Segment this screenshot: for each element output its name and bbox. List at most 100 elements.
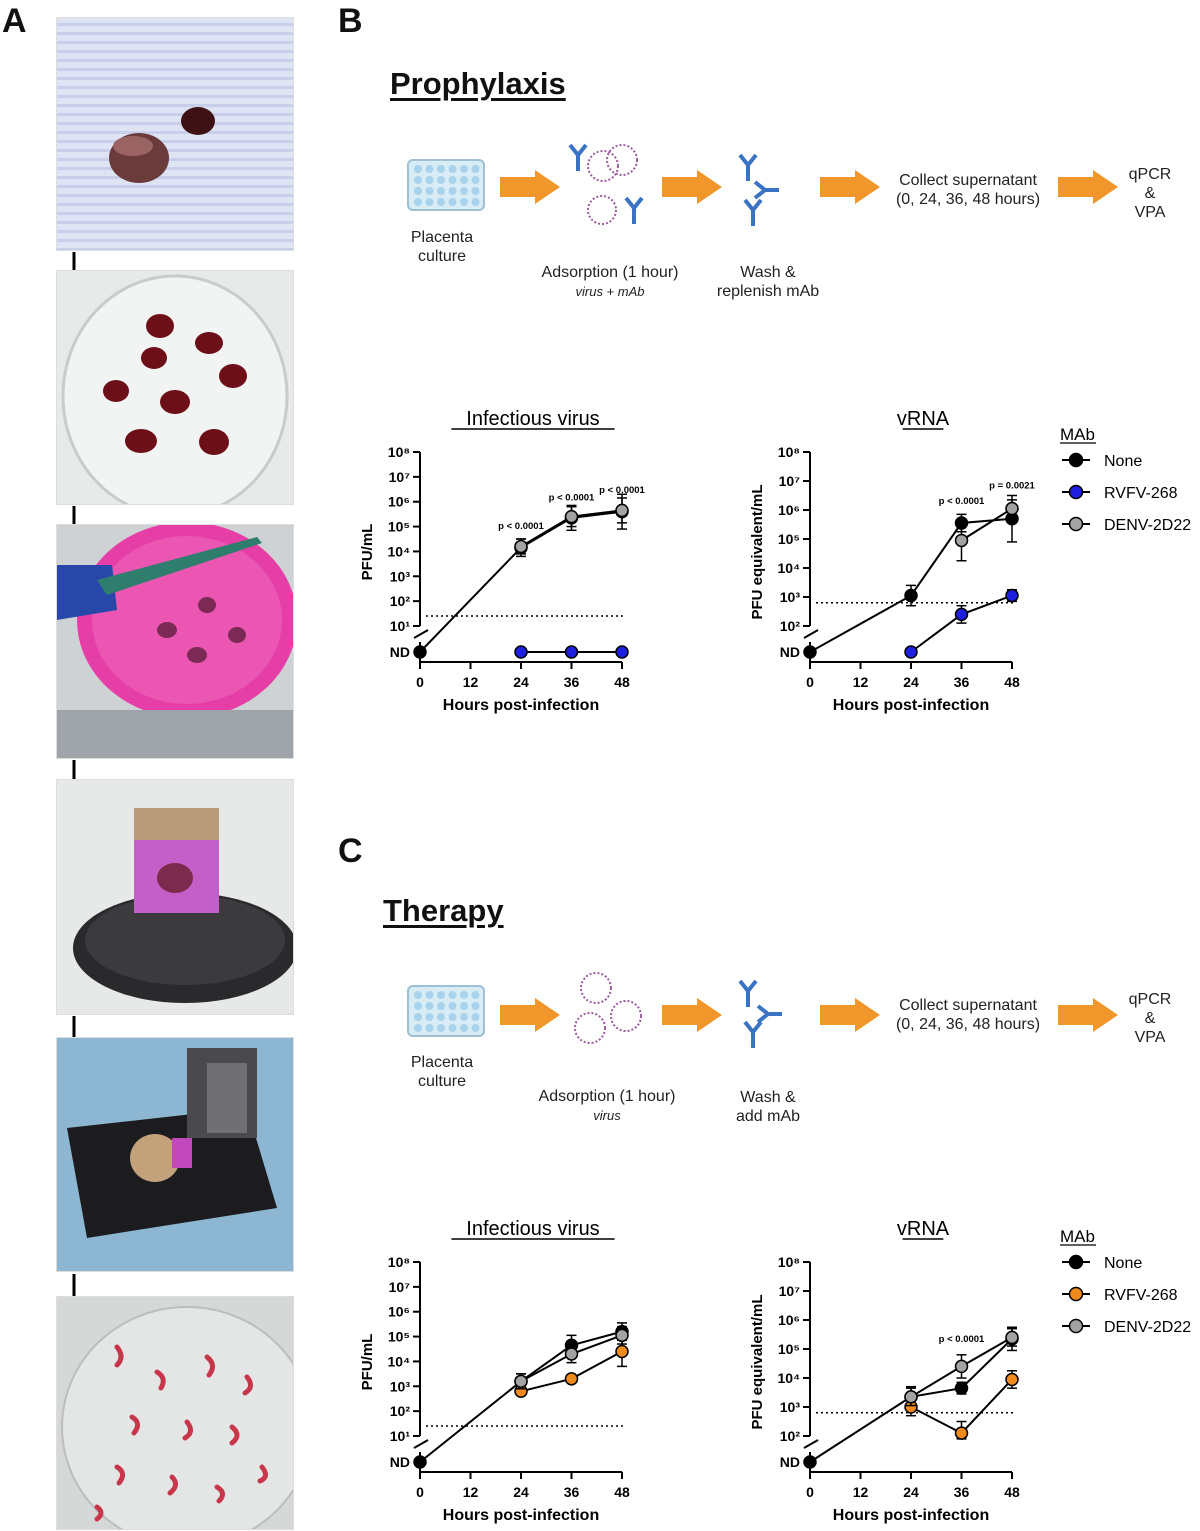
nd-tick-label: ND xyxy=(390,1454,410,1470)
chart-prophylaxis-vrna: vRNA 10² 10³ 10⁴ 10⁵ 10⁶ 10⁷ 10⁸ ND 0 12 24 36 48 Hour… xyxy=(749,408,1036,714)
y-tick-label: 10² xyxy=(780,1428,801,1444)
plate-well xyxy=(460,165,468,173)
photo-3 xyxy=(56,524,294,759)
plate-well xyxy=(414,991,422,999)
plate-well xyxy=(448,991,457,999)
photo-5 xyxy=(56,1037,294,1272)
plate-well xyxy=(448,1013,457,1021)
x-axis-label: Hours post-infection xyxy=(833,1507,989,1524)
panel-label-c: C xyxy=(338,832,363,870)
y-tick-label: 10⁴ xyxy=(388,543,411,559)
y-tick-label: 10⁷ xyxy=(779,473,801,489)
workflow-arrow-icon xyxy=(662,998,722,1032)
axis-break-mark xyxy=(803,1439,819,1449)
workflow-arrow-icon xyxy=(500,998,560,1032)
plate-well xyxy=(437,1002,445,1010)
workflow-step-culture: Placenta culture xyxy=(410,1054,474,1090)
legend-label: RVFV-268 xyxy=(1104,485,1178,502)
agarose-embedding-photo-icon xyxy=(57,525,293,758)
y-tick-label: 10⁷ xyxy=(779,1283,801,1299)
chart-title: vRNA xyxy=(897,408,950,430)
workflow-arrow-icon xyxy=(1058,998,1118,1032)
y-tick-label: 10⁵ xyxy=(388,519,410,535)
x-tick-label: 24 xyxy=(903,1484,919,1500)
panel-label-a: A xyxy=(2,2,27,40)
plate-well xyxy=(448,187,457,195)
legend-label: DENV-2D22 xyxy=(1104,1319,1191,1336)
x-tick-label: 36 xyxy=(954,1484,970,1500)
chart-title: Infectious virus xyxy=(466,408,599,430)
y-tick-label: 10² xyxy=(390,593,411,609)
workflow-step-collect: Collect supernatant (0, 24, 36, 48 hours) xyxy=(895,172,1041,208)
workflow-step-adsorption: Adsorption (1 hour) virus + mAb xyxy=(541,264,679,299)
x-tick-label: 36 xyxy=(564,674,580,690)
x-tick-label: 12 xyxy=(463,1484,479,1500)
legend-title: MAb xyxy=(1060,1227,1095,1246)
series-line xyxy=(419,510,623,653)
y-tick-label: 10⁵ xyxy=(778,1341,800,1357)
plate-well xyxy=(425,176,434,184)
data-point xyxy=(1005,501,1019,516)
p-value-annotation: p < 0.0001 xyxy=(939,1334,985,1345)
plate-well xyxy=(460,1013,468,1021)
data-point xyxy=(514,645,528,659)
axis-break-mark xyxy=(413,1439,429,1449)
plate-well xyxy=(425,165,434,173)
data-point xyxy=(564,1372,579,1386)
data-point xyxy=(904,1390,918,1404)
x-tick-label: 48 xyxy=(614,674,630,690)
data-point xyxy=(1005,588,1019,603)
y-tick-label: 10³ xyxy=(780,589,801,605)
data-point xyxy=(564,1347,579,1361)
x-tick-label: 24 xyxy=(513,1484,529,1500)
plate-well xyxy=(448,165,457,173)
legend-marker xyxy=(1068,1318,1084,1334)
data-point xyxy=(954,1359,969,1374)
plate-well xyxy=(425,1013,434,1021)
plate-well xyxy=(437,176,445,184)
series-line xyxy=(419,1330,623,1463)
plate-well xyxy=(471,1013,480,1021)
axis-break-mark xyxy=(803,629,819,639)
virus-particles-icon xyxy=(574,972,642,1044)
data-point xyxy=(954,607,969,622)
series-line xyxy=(809,517,1013,653)
antibodies-icon xyxy=(738,979,782,1048)
plate-well xyxy=(448,1024,457,1032)
workflow-arrow-icon xyxy=(662,170,722,204)
legend-therapy: MAb None RVFV-268 DENV-2D22 xyxy=(1060,1227,1191,1336)
plate-well xyxy=(437,1024,445,1032)
section-title-prophylaxis: Prophylaxis xyxy=(390,66,566,101)
y-axis-label: PFU equivalent/mL xyxy=(749,484,766,619)
p-value-annotation: p < 0.0001 xyxy=(939,496,985,507)
plate-well xyxy=(414,1002,422,1010)
x-tick-label: 12 xyxy=(853,1484,869,1500)
p-value-annotation: p = 0.0021 xyxy=(989,480,1035,491)
data-point xyxy=(954,1381,969,1395)
workflow-arrow-icon xyxy=(500,170,560,204)
legend-marker xyxy=(1068,1286,1084,1302)
plate-well xyxy=(437,198,445,206)
plate-well xyxy=(414,187,422,195)
legend-title: MAb xyxy=(1060,425,1095,444)
data-point xyxy=(1005,1372,1019,1387)
data-point xyxy=(954,533,969,548)
series-line xyxy=(960,507,1013,542)
y-tick-label: 10⁴ xyxy=(778,1370,801,1386)
workflow-step-assay: qPCR & VPA xyxy=(1128,991,1172,1046)
x-tick-label: 36 xyxy=(954,674,970,690)
x-tick-label: 12 xyxy=(463,674,479,690)
y-axis-label: PFU/mL xyxy=(359,1334,376,1391)
therapy-workflow xyxy=(407,972,1118,1048)
plate-well xyxy=(471,198,480,206)
plate-well xyxy=(437,165,445,173)
series-line xyxy=(809,1338,1013,1463)
y-tick-label: 10² xyxy=(390,1403,411,1419)
legend-label: DENV-2D22 xyxy=(1104,517,1191,534)
plate-well xyxy=(471,165,480,173)
data-point xyxy=(615,645,629,659)
y-tick-label: 10⁶ xyxy=(388,1304,410,1320)
workflow-step-wash: Wash & add mAb xyxy=(735,1089,801,1125)
plate-well xyxy=(425,991,434,999)
photo-1 xyxy=(56,17,294,251)
